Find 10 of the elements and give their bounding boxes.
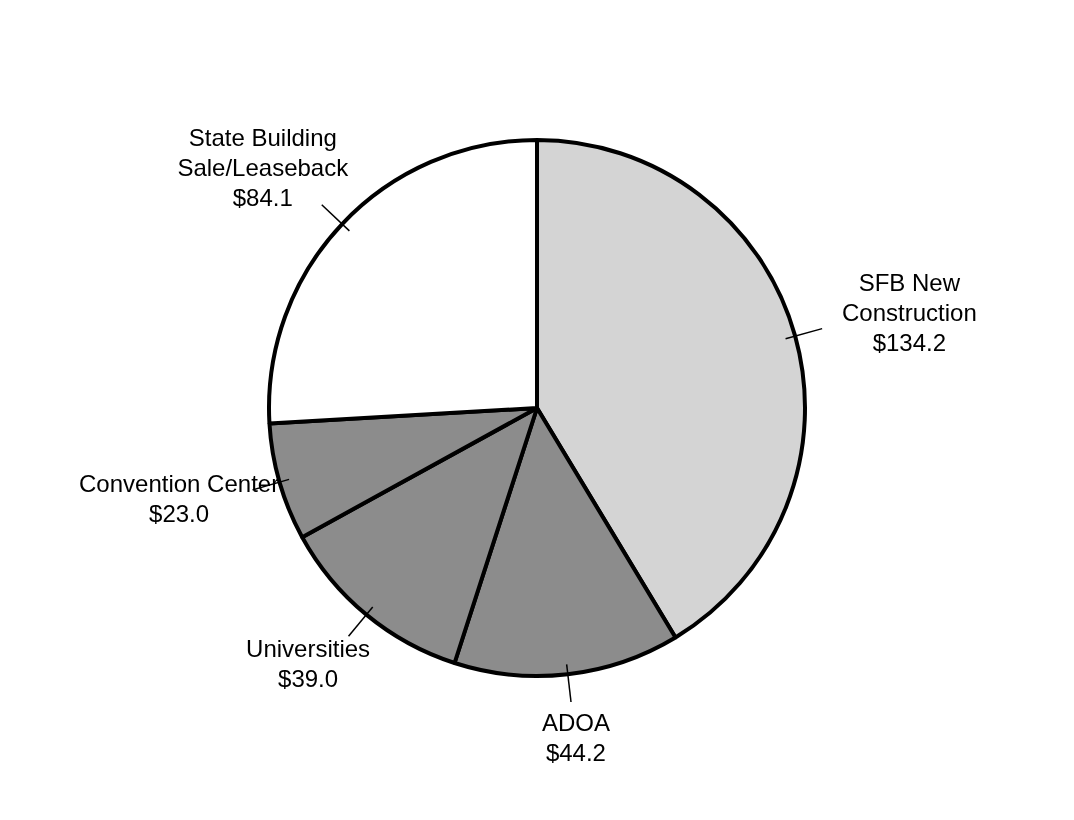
slice-label: State Building Sale/Leaseback	[177, 123, 350, 181]
data-label: $39.0	[278, 665, 339, 693]
data-label: $84.1	[232, 183, 293, 211]
data-label: $44.2	[545, 739, 606, 767]
slice-label: Universities	[246, 635, 371, 663]
slice-label: Convention Center	[79, 470, 280, 498]
slice-label: ADOA	[541, 709, 610, 737]
data-label: $134.2	[872, 329, 947, 357]
data-label: $23.0	[149, 500, 210, 528]
slice-label: SFB New Construction	[842, 269, 977, 327]
